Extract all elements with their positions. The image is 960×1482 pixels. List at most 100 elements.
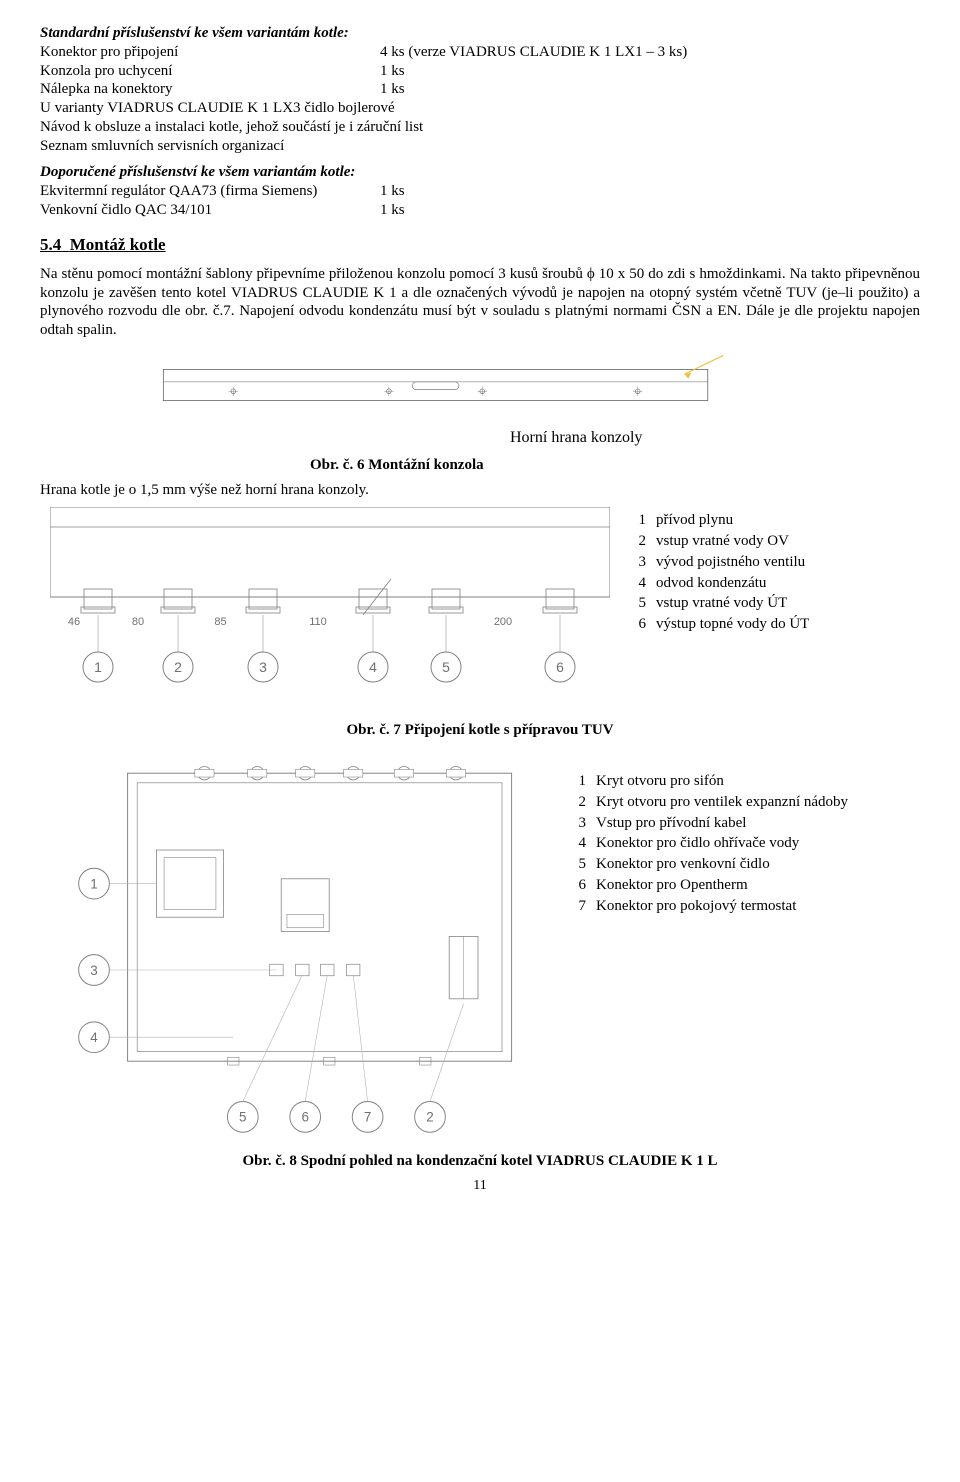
horni-hrana-label: Horní hrana konzoly	[40, 428, 920, 448]
hrana-note: Hrana kotle je o 1,5 mm výše než horní h…	[40, 481, 920, 500]
svg-text:1: 1	[90, 876, 97, 891]
figure-8-legend: 1 Kryt otvoru pro sifón 2 Kryt otvoru pro v…	[570, 746, 920, 917]
legend-text: Kryt otvoru pro sifón	[596, 772, 920, 791]
legend-text: Vstup pro přívodní kabel	[596, 814, 920, 833]
legend-row: 2 vstup vratné vody OV	[630, 532, 920, 551]
list-label: Konektor pro připojení	[40, 43, 380, 62]
figure-7-svg: 46 1 80 2 85 3 110 4 5 200 6	[50, 507, 610, 697]
standard-heading: Standardní příslušenství ke všem variant…	[40, 24, 920, 43]
legend-num: 5	[630, 594, 646, 613]
list-qty: 1 ks	[380, 62, 920, 81]
svg-text:46: 46	[68, 616, 80, 628]
legend-row: 4 odvod kondenzátu	[630, 574, 920, 593]
svg-text:2: 2	[174, 659, 182, 675]
legend-num: 1	[570, 772, 586, 791]
svg-text:80: 80	[132, 616, 144, 628]
legend-num: 4	[570, 834, 586, 853]
legend-num: 1	[630, 511, 646, 530]
recommended-heading: Doporučené příslušenství ke všem variant…	[40, 163, 920, 182]
legend-row: 6 výstup topné vody do ÚT	[630, 615, 920, 634]
list-row: Návod k obsluze a instalaci kotle, jehož…	[40, 118, 920, 137]
list-row: Venkovní čidlo QAC 34/1011 ks	[40, 201, 920, 220]
svg-text:4: 4	[90, 1030, 98, 1045]
legend-text: vstup vratné vody OV	[656, 532, 920, 551]
list-qty	[284, 137, 920, 156]
list-label: Konzola pro uchycení	[40, 62, 380, 81]
list-qty: 1 ks	[380, 80, 920, 99]
list-row: Nálepka na konektory1 ks	[40, 80, 920, 99]
list-label: Venkovní čidlo QAC 34/101	[40, 201, 380, 220]
figure-6-svg	[80, 350, 830, 420]
legend-row: 5 Konektor pro venkovní čidlo	[570, 855, 920, 874]
list-row: Konzola pro uchycení1 ks	[40, 62, 920, 81]
svg-text:200: 200	[494, 616, 512, 628]
legend-row: 3 vývod pojistného ventilu	[630, 553, 920, 572]
legend-num: 3	[570, 814, 586, 833]
figure-6-caption: Obr. č. 6 Montážní konzola	[40, 456, 920, 475]
svg-text:5: 5	[239, 1110, 246, 1125]
svg-text:3: 3	[90, 963, 97, 978]
legend-num: 6	[630, 615, 646, 634]
list-label: Návod k obsluze a instalaci kotle, jehož…	[40, 118, 423, 137]
svg-text:110: 110	[309, 616, 327, 628]
legend-num: 2	[630, 532, 646, 551]
svg-text:7: 7	[364, 1110, 371, 1125]
legend-row: 7 Konektor pro pokojový termostat	[570, 897, 920, 916]
list-qty: 1 ks	[380, 182, 920, 201]
section-title: 5.4 Montáž kotle	[40, 234, 920, 255]
figure-7-caption: Obr. č. 7 Připojení kotle s přípravou TU…	[40, 721, 920, 740]
recommended-list: Ekvitermní regulátor QAA73 (firma Siemen…	[40, 182, 920, 220]
list-row: U varianty VIADRUS CLAUDIE K 1 LX3 čidlo…	[40, 99, 920, 118]
list-label: Ekvitermní regulátor QAA73 (firma Siemen…	[40, 182, 380, 201]
legend-num: 6	[570, 876, 586, 895]
figure-8-caption: Obr. č. 8 Spodní pohled na kondenzační k…	[40, 1152, 920, 1171]
legend-num: 5	[570, 855, 586, 874]
figure-7-legend: 1 přívod plynu 2 vstup vratné vody OV 3 vývod…	[630, 507, 920, 636]
legend-row: 5 vstup vratné vody ÚT	[630, 594, 920, 613]
list-row: Konektor pro připojení4 ks (verze VIADRU…	[40, 43, 920, 62]
legend-num: 2	[570, 793, 586, 812]
list-qty	[395, 99, 920, 118]
list-row: Seznam smluvních servisních organizací	[40, 137, 920, 156]
svg-text:3: 3	[259, 659, 267, 675]
svg-text:2: 2	[426, 1110, 433, 1125]
legend-row: 1 Kryt otvoru pro sifón	[570, 772, 920, 791]
legend-num: 4	[630, 574, 646, 593]
svg-text:5: 5	[442, 659, 450, 675]
legend-row: 6 Konektor pro Opentherm	[570, 876, 920, 895]
svg-text:85: 85	[214, 616, 226, 628]
standard-list: Konektor pro připojení4 ks (verze VIADRU…	[40, 43, 920, 156]
svg-text:1: 1	[94, 659, 102, 675]
legend-text: přívod plynu	[656, 511, 920, 530]
list-qty	[423, 118, 920, 137]
paragraph-1: Na stěnu pomocí montážní šablony připevn…	[40, 265, 920, 340]
legend-num: 3	[630, 553, 646, 572]
legend-text: Konektor pro venkovní čidlo	[596, 855, 920, 874]
list-row: Ekvitermní regulátor QAA73 (firma Siemen…	[40, 182, 920, 201]
section-name: Montáž kotle	[70, 235, 166, 254]
figure-8-svg: 1 3 4 5 6 7 2	[70, 746, 550, 1146]
list-label: Nálepka na konektory	[40, 80, 380, 99]
legend-text: Konektor pro pokojový termostat	[596, 897, 920, 916]
list-label: Seznam smluvních servisních organizací	[40, 137, 284, 156]
legend-text: výstup topné vody do ÚT	[656, 615, 920, 634]
svg-text:4: 4	[369, 659, 377, 675]
legend-row: 1 přívod plynu	[630, 511, 920, 530]
legend-text: odvod kondenzátu	[656, 574, 920, 593]
section-number: 5.4	[40, 235, 61, 254]
list-label: U varianty VIADRUS CLAUDIE K 1 LX3 čidlo…	[40, 99, 395, 118]
legend-num: 7	[570, 897, 586, 916]
page-number: 11	[40, 1177, 920, 1195]
legend-row: 4 Konektor pro čidlo ohřívače vody	[570, 834, 920, 853]
list-qty: 4 ks (verze VIADRUS CLAUDIE K 1 LX1 – 3 …	[380, 43, 920, 62]
svg-text:6: 6	[556, 659, 564, 675]
svg-text:6: 6	[301, 1110, 308, 1125]
list-qty: 1 ks	[380, 201, 920, 220]
legend-text: vstup vratné vody ÚT	[656, 594, 920, 613]
legend-text: Kryt otvoru pro ventilek expanzní nádoby	[596, 793, 920, 812]
legend-text: vývod pojistného ventilu	[656, 553, 920, 572]
legend-text: Konektor pro Opentherm	[596, 876, 920, 895]
legend-row: 3 Vstup pro přívodní kabel	[570, 814, 920, 833]
legend-row: 2 Kryt otvoru pro ventilek expanzní nádob…	[570, 793, 920, 812]
legend-text: Konektor pro čidlo ohřívače vody	[596, 834, 920, 853]
